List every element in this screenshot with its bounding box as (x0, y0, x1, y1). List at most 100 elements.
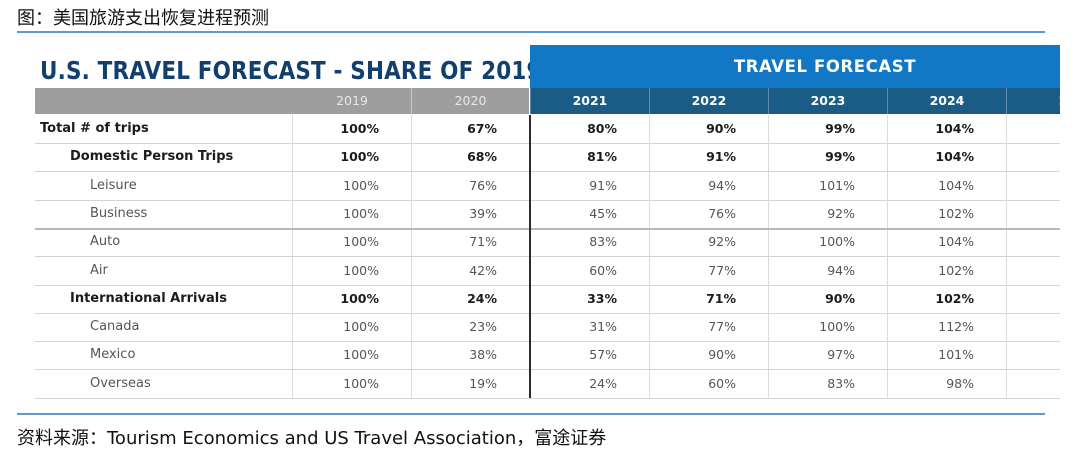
table-title: U.S. TRAVEL FORECAST - SHARE OF 2019 (40, 56, 542, 85)
value-cell: 80% (587, 121, 617, 136)
value-cell: 100% (343, 205, 379, 221)
column-separator (1006, 171, 1007, 200)
header-separator (887, 88, 888, 114)
value-cell: 92% (827, 205, 855, 221)
value-cell: 68% (467, 149, 497, 165)
value-cell: 100% (343, 177, 379, 193)
column-separator (1006, 341, 1007, 370)
figure-caption: 图：美国旅游支出恢复进程预测 (17, 8, 269, 29)
value-cell: 1 (1059, 257, 1060, 285)
column-separator (649, 256, 650, 285)
value-cell: 112% (938, 319, 974, 335)
value-cell: 91% (706, 149, 736, 165)
column-separator (411, 341, 412, 370)
column-separator (292, 313, 293, 342)
column-separator (1006, 143, 1007, 172)
source-note: 资料来源：Tourism Economics and US Travel Ass… (17, 428, 607, 449)
table-row: Air 100% 42% 60% 77% 94% 102% 1 (35, 256, 1060, 286)
column-separator (768, 256, 769, 285)
row-label: Canada (90, 319, 140, 335)
value-cell: 71% (469, 234, 497, 250)
row-label: Mexico (90, 347, 136, 363)
column-separator (292, 369, 293, 398)
section-divider (35, 228, 1060, 230)
value-cell: 100% (343, 319, 379, 335)
value-cell: 101% (938, 347, 974, 363)
value-cell: 99% (825, 121, 855, 136)
column-separator (768, 228, 769, 257)
forecast-table-figure: U.S. TRAVEL FORECAST - SHARE OF 2019 TRA… (35, 45, 1060, 402)
column-separator (411, 171, 412, 200)
value-cell: 1 (1059, 370, 1060, 398)
column-separator (887, 171, 888, 200)
column-separator (411, 115, 412, 143)
value-cell: 31% (589, 319, 617, 335)
value-cell: 38% (469, 347, 497, 363)
column-separator (768, 284, 769, 313)
value-cell: 57% (589, 347, 617, 363)
column-separator (411, 228, 412, 257)
travel-forecast-band: TRAVEL FORECAST (530, 45, 1060, 88)
column-separator (649, 228, 650, 257)
value-cell: 104% (935, 121, 974, 136)
value-cell: 102% (938, 262, 974, 278)
value-cell: 100% (819, 319, 855, 335)
column-separator (1006, 313, 1007, 342)
row-label: Leisure (90, 177, 137, 193)
value-cell: 100% (340, 149, 379, 165)
column-separator (292, 143, 293, 172)
row-label: Business (90, 205, 148, 221)
value-cell: 100% (343, 375, 379, 391)
value-cell: 60% (589, 262, 617, 278)
column-separator (649, 115, 650, 143)
value-cell: 104% (938, 177, 974, 193)
value-cell: 24% (467, 290, 497, 306)
column-header: 2( (1007, 88, 1060, 114)
value-cell: 100% (343, 262, 379, 278)
value-cell: 100% (343, 234, 379, 250)
row-label: Auto (90, 234, 121, 250)
row-label: Total # of trips (40, 121, 149, 136)
column-header: 2021 (531, 88, 649, 114)
value-cell: 97% (827, 347, 855, 363)
column-separator (887, 341, 888, 370)
column-separator (887, 313, 888, 342)
column-separator (292, 115, 293, 143)
column-separator (292, 199, 293, 228)
column-separator (292, 228, 293, 257)
column-separator (411, 256, 412, 285)
column-separator (649, 143, 650, 172)
column-separator (768, 341, 769, 370)
value-cell: 71% (706, 290, 736, 306)
table-row: Business 100% 39% 45% 76% 92% 102% 1 (35, 199, 1060, 229)
value-cell: 94% (708, 177, 736, 193)
value-cell: 1 (1059, 143, 1060, 171)
value-cell: 33% (587, 290, 617, 306)
column-header: 2022 (650, 88, 768, 114)
value-cell: 83% (589, 234, 617, 250)
value-cell: 99% (825, 149, 855, 165)
value-cell: 90% (706, 121, 736, 136)
value-cell: 91% (589, 177, 617, 193)
value-cell: 100% (343, 347, 379, 363)
column-separator (887, 199, 888, 228)
column-separator (1006, 228, 1007, 257)
value-cell: 42% (469, 262, 497, 278)
value-cell: 1 (1059, 200, 1060, 228)
column-separator (649, 284, 650, 313)
value-cell: 102% (935, 290, 974, 306)
value-cell: 1 (1059, 115, 1060, 143)
value-cell: 100% (340, 121, 379, 136)
value-cell: 77% (708, 319, 736, 335)
table-row: International Arrivals 100% 24% 33% 71% 90% 10… (35, 284, 1060, 314)
top-rule (17, 31, 1045, 33)
column-separator (649, 171, 650, 200)
forecast-divider-line (529, 115, 531, 398)
column-separator (411, 284, 412, 313)
value-cell: 101% (819, 177, 855, 193)
column-separator (411, 199, 412, 228)
column-separator (768, 313, 769, 342)
column-separator (887, 369, 888, 398)
table-row: Canada 100% 23% 31% 77% 100% 112% (35, 313, 1060, 343)
column-separator (292, 171, 293, 200)
